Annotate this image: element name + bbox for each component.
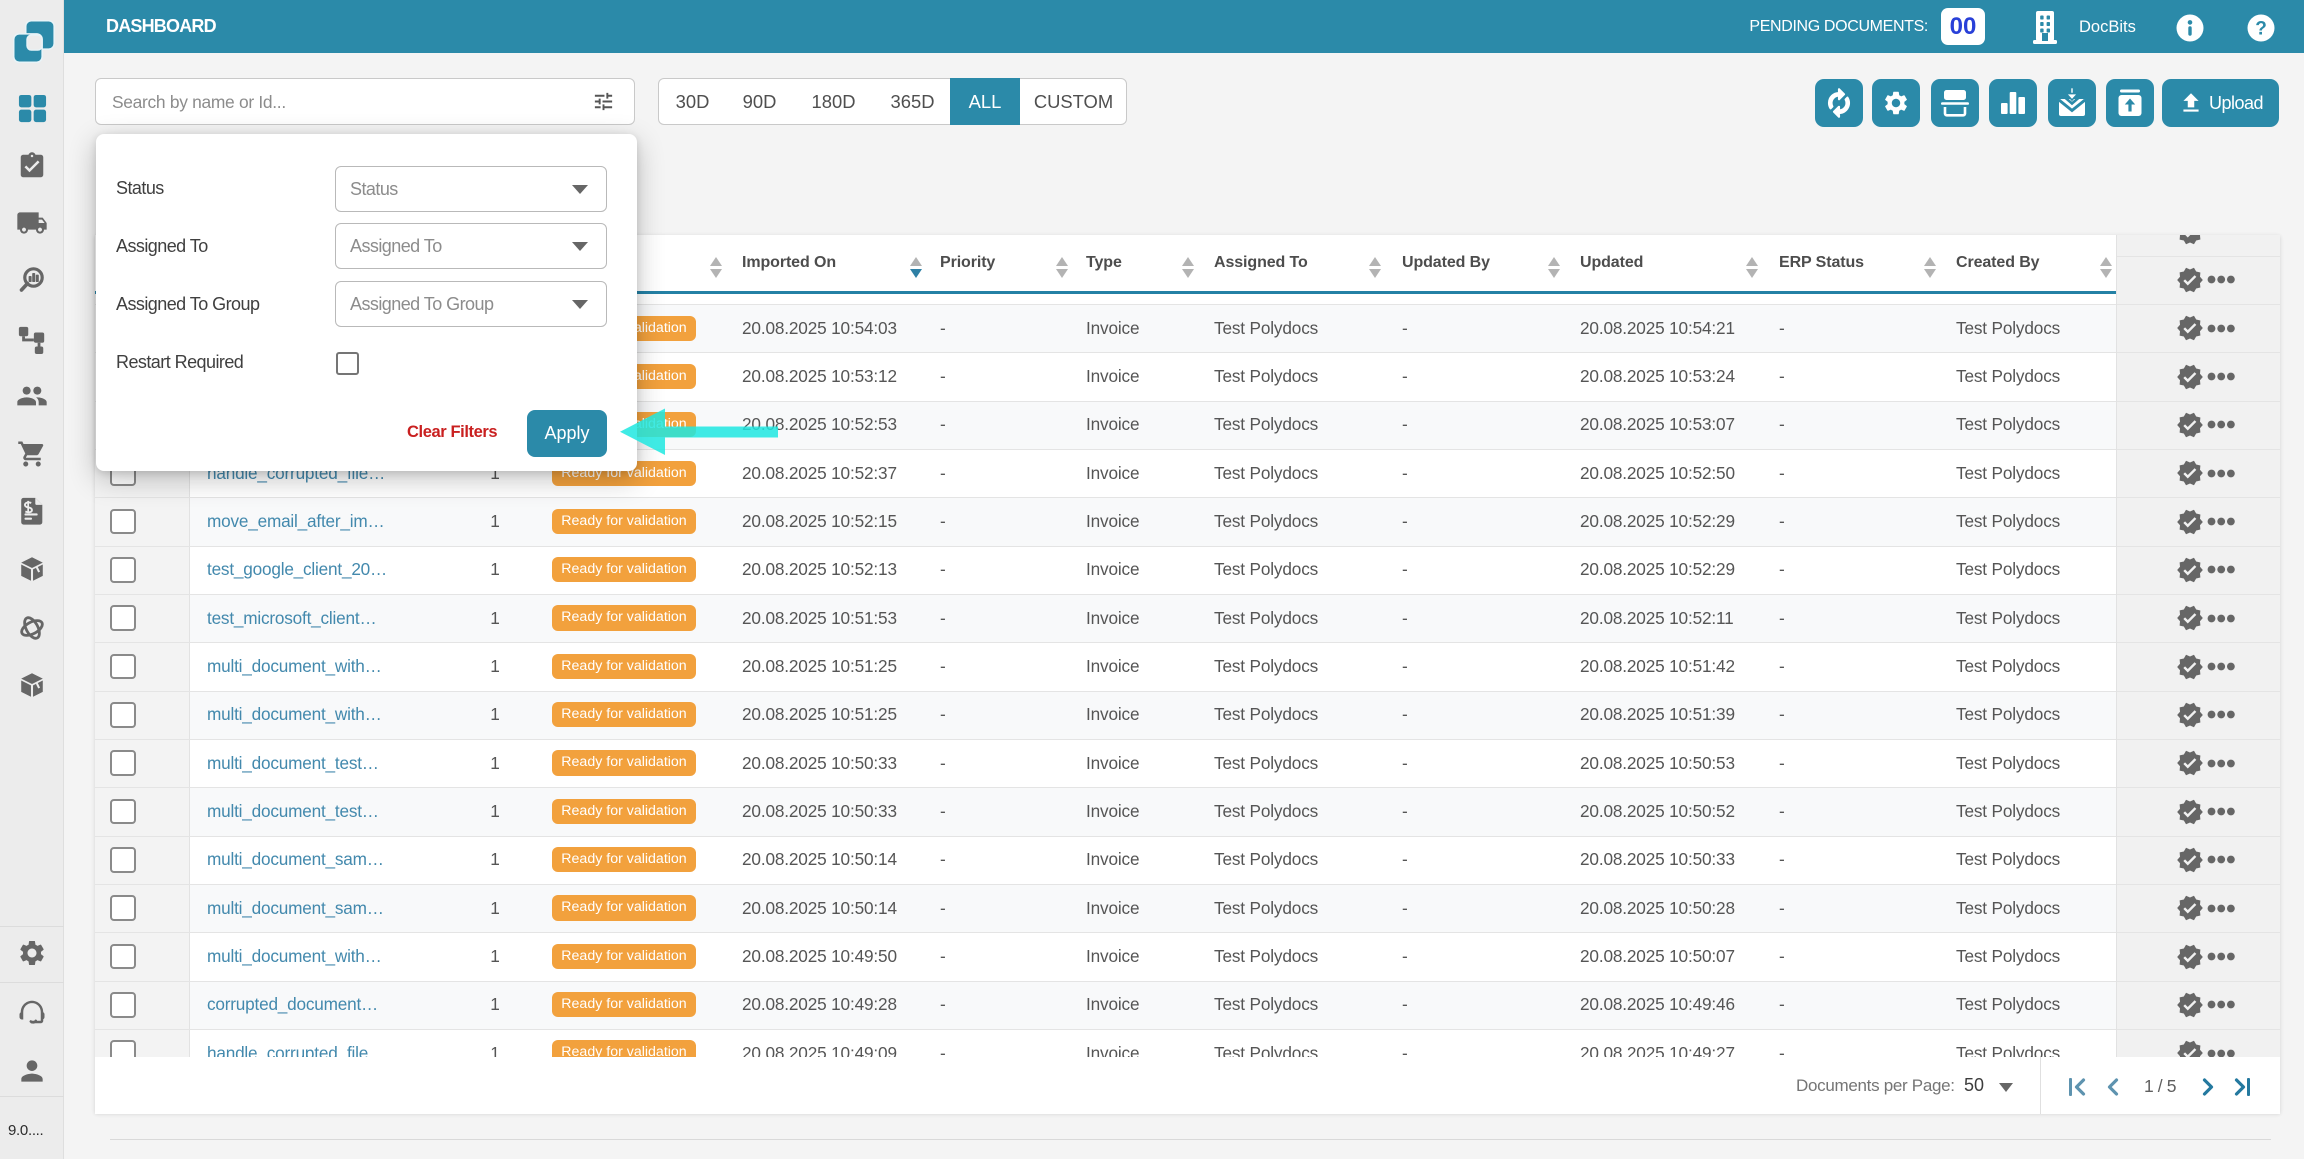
svg-text:?: ? xyxy=(2255,18,2267,39)
